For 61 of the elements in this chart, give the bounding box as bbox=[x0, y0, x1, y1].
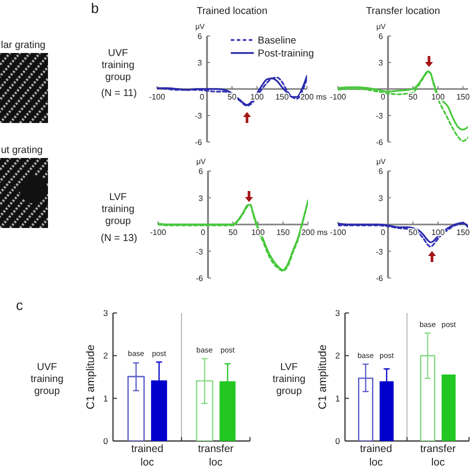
x-tick-label: 50 bbox=[408, 92, 418, 102]
text: c bbox=[16, 297, 23, 313]
y-tick-label: -3 bbox=[196, 247, 204, 256]
y-tick-label: -6 bbox=[196, 274, 204, 283]
y-tick-label: 3 bbox=[335, 308, 340, 318]
x-tick-label: 150 bbox=[275, 92, 290, 102]
y-tick-label: -3 bbox=[376, 112, 384, 120]
y-tick-label: 6 bbox=[198, 167, 204, 176]
text: (N = 11) bbox=[100, 88, 138, 100]
x-axis-title: ms bbox=[317, 228, 328, 237]
y-tick-label: 3 bbox=[378, 194, 384, 203]
y-tick-label: 6 bbox=[198, 32, 203, 41]
x-tick-label: 50 bbox=[228, 228, 238, 237]
y-tick-label: 3 bbox=[103, 308, 108, 318]
x-tick-label: -100 bbox=[150, 228, 167, 237]
x-tick-label: 200 bbox=[300, 92, 314, 102]
y-tick-label: 0 bbox=[335, 436, 340, 446]
chart-title: Trained location bbox=[196, 6, 268, 17]
text: ut grating bbox=[1, 145, 43, 157]
y-tick-label: 1 bbox=[103, 393, 108, 404]
x-tick-label: 50 bbox=[228, 92, 237, 102]
y-tick-label: 6 bbox=[378, 32, 384, 41]
text: UVF training group bbox=[100, 48, 136, 84]
chart-title: Transfer location bbox=[366, 6, 440, 17]
y-axis-title: C1 amplitude bbox=[85, 344, 97, 410]
legend-label: Baseline bbox=[258, 36, 297, 46]
x-tick-label: -100 bbox=[330, 92, 347, 102]
text: (N = 13) bbox=[100, 233, 138, 245]
y-tick-label: 2 bbox=[335, 350, 340, 361]
x-tick-label: transfer loc bbox=[420, 443, 456, 468]
y-tick-label: -3 bbox=[194, 112, 203, 120]
y-tick-label: 0 bbox=[103, 436, 108, 446]
x-tick-label: -100 bbox=[148, 92, 166, 102]
y-axis-title: C1 amplitude bbox=[317, 344, 329, 410]
text: LVF training group bbox=[272, 362, 306, 398]
text: lar grating bbox=[1, 40, 46, 52]
x-tick-label: transfer loc bbox=[198, 443, 234, 468]
y-tick-label: -6 bbox=[194, 138, 203, 147]
y-tick-label: -6 bbox=[376, 138, 384, 147]
bar bbox=[442, 374, 456, 441]
x-tick-label: trained loc bbox=[131, 443, 164, 468]
text: UVF training group bbox=[30, 362, 64, 398]
text: b bbox=[91, 0, 99, 16]
x-tick-label: 150 bbox=[276, 228, 290, 237]
y-tick-label: -3 bbox=[376, 247, 384, 256]
y-tick-label: 6 bbox=[378, 167, 384, 176]
text: LVF training group bbox=[100, 192, 136, 228]
y-tick-label: 2 bbox=[103, 350, 108, 361]
x-tick-label: trained loc bbox=[360, 443, 392, 468]
y-tick-label: -6 bbox=[376, 274, 384, 283]
y-tick-label: 3 bbox=[378, 58, 384, 68]
x-tick-label: 150 bbox=[456, 92, 470, 102]
x-tick-label: 200 bbox=[301, 228, 316, 237]
y-tick-label: 3 bbox=[198, 58, 203, 68]
x-axis-title: ms bbox=[316, 92, 327, 102]
y-tick-label: 3 bbox=[198, 194, 204, 203]
x-tick-label: -100 bbox=[330, 228, 347, 237]
legend-label: Post-training bbox=[258, 48, 314, 60]
y-tick-label: 1 bbox=[335, 393, 340, 404]
x-tick-label: 150 bbox=[456, 228, 470, 237]
x-tick-label: 50 bbox=[408, 228, 418, 237]
